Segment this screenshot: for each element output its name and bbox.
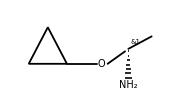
Text: NH₂: NH₂ [119,80,138,90]
Text: &1: &1 [130,39,140,45]
Text: O: O [98,59,106,69]
